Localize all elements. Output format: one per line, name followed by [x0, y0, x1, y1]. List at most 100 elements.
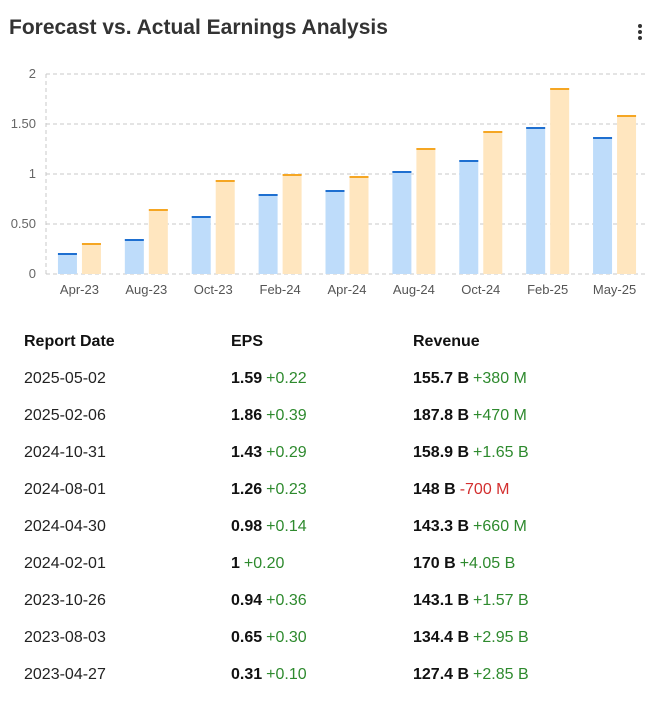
report-date: 2023-10-26 [24, 592, 106, 609]
actual-bar-cap [617, 115, 637, 117]
revenue-change: +1.65 B [473, 444, 529, 461]
actual-bar-cap [81, 243, 101, 245]
revenue-cell: 148 B -700 M [413, 481, 510, 499]
x-tick-label: Oct-24 [461, 282, 500, 297]
actual-bar[interactable] [215, 180, 235, 274]
actual-bar-cap [282, 174, 302, 176]
report-date: 2024-10-31 [24, 444, 106, 461]
revenue-change: +2.95 B [473, 629, 529, 646]
forecast-bar[interactable] [124, 239, 144, 274]
eps-cell: 1.43 +0.29 [231, 444, 307, 462]
forecast-bar-cap [392, 171, 412, 173]
forecast-bar[interactable] [459, 160, 479, 274]
table-header-row: Report Date EPS Revenue [0, 323, 672, 360]
forecast-bar[interactable] [325, 190, 345, 274]
table-row: 2024-10-31 1.43 +0.29 158.9 B +1.65 B [0, 434, 672, 471]
revenue-change: +2.85 B [473, 666, 529, 683]
report-date: 2023-04-27 [24, 666, 106, 683]
forecast-bar[interactable] [593, 137, 613, 274]
eps-change: +0.14 [266, 518, 307, 535]
revenue-cell: 158.9 B +1.65 B [413, 444, 529, 462]
eps-value: 0.94 [231, 592, 263, 609]
eps-change: +0.39 [266, 407, 307, 424]
table-row: 2025-05-02 1.59 +0.22 155.7 B +380 M [0, 360, 672, 397]
table-row: 2025-02-06 1.86 +0.39 187.8 B +470 M [0, 397, 672, 434]
eps-cell: 0.31 +0.10 [231, 666, 307, 684]
earnings-table: Report Date EPS Revenue 2025-05-02 1.59 +0… [0, 323, 672, 693]
actual-bar[interactable] [282, 174, 302, 274]
header-eps: EPS [231, 333, 264, 350]
eps-value: 1.59 [231, 370, 263, 387]
more-options-button[interactable] [628, 20, 652, 44]
table-row: 2023-08-03 0.65 +0.30 134.4 B +2.95 B [0, 619, 672, 656]
revenue-cell: 134.4 B +2.95 B [413, 629, 529, 647]
actual-bar[interactable] [416, 148, 436, 274]
forecast-bar-cap [57, 253, 77, 255]
report-date: 2024-02-01 [24, 555, 106, 572]
revenue-cell: 143.3 B +660 M [413, 518, 527, 536]
eps-change: +0.20 [243, 555, 285, 572]
eps-change: +0.29 [266, 444, 307, 461]
table-row: 2024-04-30 0.98 +0.14 143.3 B +660 M [0, 508, 672, 545]
revenue-cell: 127.4 B +2.85 B [413, 666, 529, 684]
revenue-value: 143.1 B [413, 592, 470, 609]
actual-bar[interactable] [81, 243, 101, 274]
header-revenue: Revenue [413, 333, 480, 350]
forecast-bar[interactable] [392, 171, 412, 274]
forecast-bar[interactable] [258, 194, 278, 274]
x-tick-label: Apr-24 [327, 282, 366, 297]
eps-change: +0.10 [266, 666, 307, 683]
chart-bars [57, 88, 637, 274]
x-axis-ticks: Apr-23 Aug-23 Oct-23 Feb-24 Apr-24 Aug-24 Oct-… [60, 282, 636, 297]
revenue-change: +1.57 B [473, 592, 529, 609]
earnings-chart: 0 0.50 1 1.50 2 Apr-23 Aug-23 Oct-23 Feb-24 Apr-… [0, 60, 672, 310]
eps-cell: 1 +0.20 [231, 555, 284, 573]
eps-change: +0.23 [266, 481, 307, 498]
report-date: 2024-08-01 [24, 481, 106, 498]
actual-bar-cap [483, 131, 503, 133]
revenue-cell: 155.7 B +380 M [413, 370, 527, 388]
forecast-bar-cap [325, 190, 345, 192]
x-tick-label: Aug-24 [393, 282, 435, 297]
eps-value: 0.65 [231, 629, 263, 646]
eps-value: 1.43 [231, 444, 263, 461]
actual-bar-cap [215, 180, 235, 182]
eps-value: 1.26 [231, 481, 263, 498]
actual-bar[interactable] [349, 176, 369, 274]
eps-cell: 1.86 +0.39 [231, 407, 307, 425]
actual-bar[interactable] [483, 131, 503, 274]
actual-bar-cap [416, 148, 436, 150]
widget-header: Forecast vs. Actual Earnings Analysis [0, 0, 672, 60]
y-tick-label: 1 [29, 166, 36, 181]
revenue-value: 143.3 B [413, 518, 470, 535]
y-tick-label: 1.50 [11, 116, 36, 131]
chart-grid [45, 73, 648, 275]
report-date: 2025-02-06 [24, 407, 106, 424]
revenue-change: +660 M [473, 518, 527, 535]
revenue-value: 187.8 B [413, 407, 470, 424]
eps-value: 0.98 [231, 518, 263, 535]
report-date: 2025-05-02 [24, 370, 106, 387]
forecast-bar-cap [526, 127, 546, 129]
revenue-value: 134.4 B [413, 629, 470, 646]
eps-cell: 0.94 +0.36 [231, 592, 307, 610]
forecast-bar[interactable] [191, 216, 211, 274]
revenue-cell: 143.1 B +1.57 B [413, 592, 529, 610]
actual-bar[interactable] [617, 115, 637, 274]
actual-bar[interactable] [148, 209, 168, 274]
eps-change: +0.36 [266, 592, 307, 609]
forecast-bar[interactable] [526, 127, 546, 274]
eps-change: +0.30 [266, 629, 307, 646]
forecast-bar[interactable] [57, 253, 77, 274]
actual-bar[interactable] [550, 88, 570, 274]
table-row: 2024-02-01 1 +0.20 170 B +4.05 B [0, 545, 672, 582]
y-tick-label: 2 [29, 66, 36, 81]
table-row: 2023-10-26 0.94 +0.36 143.1 B +1.57 B [0, 582, 672, 619]
revenue-change: +470 M [473, 407, 527, 424]
eps-change: +0.22 [266, 370, 307, 387]
eps-cell: 1.26 +0.23 [231, 481, 307, 499]
revenue-cell: 170 B +4.05 B [413, 555, 515, 573]
table-row: 2023-04-27 0.31 +0.10 127.4 B +2.85 B [0, 656, 672, 693]
revenue-change: -700 M [459, 481, 510, 498]
